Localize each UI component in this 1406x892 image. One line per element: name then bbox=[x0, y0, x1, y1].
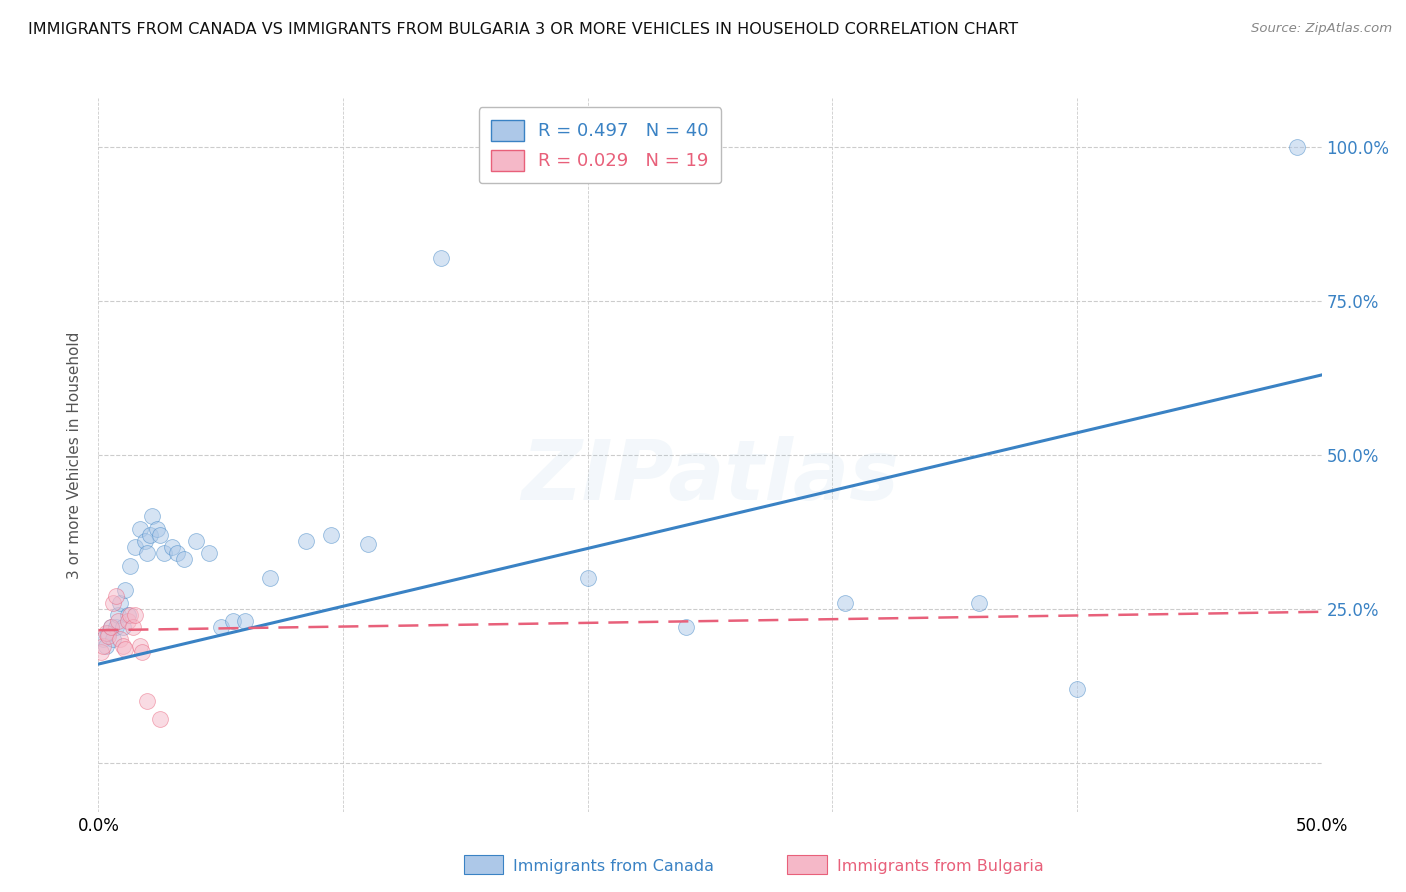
Point bbox=[319, 528, 342, 542]
Point bbox=[141, 509, 163, 524]
Point bbox=[110, 632, 132, 647]
Point bbox=[100, 620, 122, 634]
Point bbox=[197, 546, 219, 560]
Point bbox=[356, 537, 378, 551]
Point bbox=[134, 534, 156, 549]
Text: IMMIGRANTS FROM CANADA VS IMMIGRANTS FROM BULGARIA 3 OR MORE VEHICLES IN HOUSEHO: IMMIGRANTS FROM CANADA VS IMMIGRANTS FRO… bbox=[28, 22, 1018, 37]
Y-axis label: 3 or more Vehicles in Household: 3 or more Vehicles in Household bbox=[67, 331, 83, 579]
Point bbox=[129, 522, 152, 536]
Text: ZIPatlas: ZIPatlas bbox=[522, 436, 898, 516]
Point bbox=[107, 614, 129, 628]
Point bbox=[1066, 681, 1088, 696]
Point bbox=[110, 596, 132, 610]
Point bbox=[209, 620, 232, 634]
Point bbox=[222, 614, 245, 628]
Point bbox=[100, 620, 122, 634]
Point bbox=[114, 583, 136, 598]
Point bbox=[136, 546, 159, 560]
Text: Immigrants from Bulgaria: Immigrants from Bulgaria bbox=[837, 859, 1043, 873]
Point bbox=[91, 639, 114, 653]
Legend: R = 0.497   N = 40, R = 0.029   N = 19: R = 0.497 N = 40, R = 0.029 N = 19 bbox=[478, 107, 721, 183]
Point bbox=[576, 571, 599, 585]
Point bbox=[173, 552, 195, 566]
Point bbox=[186, 534, 208, 549]
Point bbox=[160, 540, 183, 554]
Point bbox=[149, 528, 172, 542]
Point bbox=[967, 596, 990, 610]
Point bbox=[114, 641, 136, 656]
Point bbox=[101, 596, 124, 610]
Point bbox=[295, 534, 318, 549]
Point bbox=[121, 620, 143, 634]
Text: Source: ZipAtlas.com: Source: ZipAtlas.com bbox=[1251, 22, 1392, 36]
Point bbox=[91, 632, 114, 647]
Point bbox=[124, 607, 146, 622]
Point bbox=[94, 639, 117, 653]
Point bbox=[97, 629, 120, 643]
Point bbox=[124, 540, 146, 554]
Point bbox=[111, 639, 134, 653]
Point bbox=[675, 620, 697, 634]
Point bbox=[104, 590, 127, 604]
Point bbox=[101, 632, 124, 647]
Point bbox=[834, 596, 856, 610]
Point bbox=[131, 645, 153, 659]
Point bbox=[1286, 140, 1309, 154]
Point bbox=[233, 614, 256, 628]
Point bbox=[120, 558, 142, 573]
Point bbox=[129, 639, 152, 653]
Point bbox=[136, 694, 159, 708]
Point bbox=[117, 607, 139, 622]
Point bbox=[120, 607, 142, 622]
Point bbox=[94, 626, 117, 640]
Text: Immigrants from Canada: Immigrants from Canada bbox=[513, 859, 714, 873]
Point bbox=[117, 614, 139, 628]
Point bbox=[90, 645, 112, 659]
Point bbox=[259, 571, 281, 585]
Point bbox=[139, 528, 162, 542]
Point bbox=[149, 713, 172, 727]
Point bbox=[153, 546, 176, 560]
Point bbox=[97, 626, 120, 640]
Point bbox=[146, 522, 169, 536]
Point bbox=[430, 251, 453, 265]
Point bbox=[104, 620, 127, 634]
Point bbox=[107, 607, 129, 622]
Point bbox=[111, 620, 134, 634]
Point bbox=[166, 546, 188, 560]
